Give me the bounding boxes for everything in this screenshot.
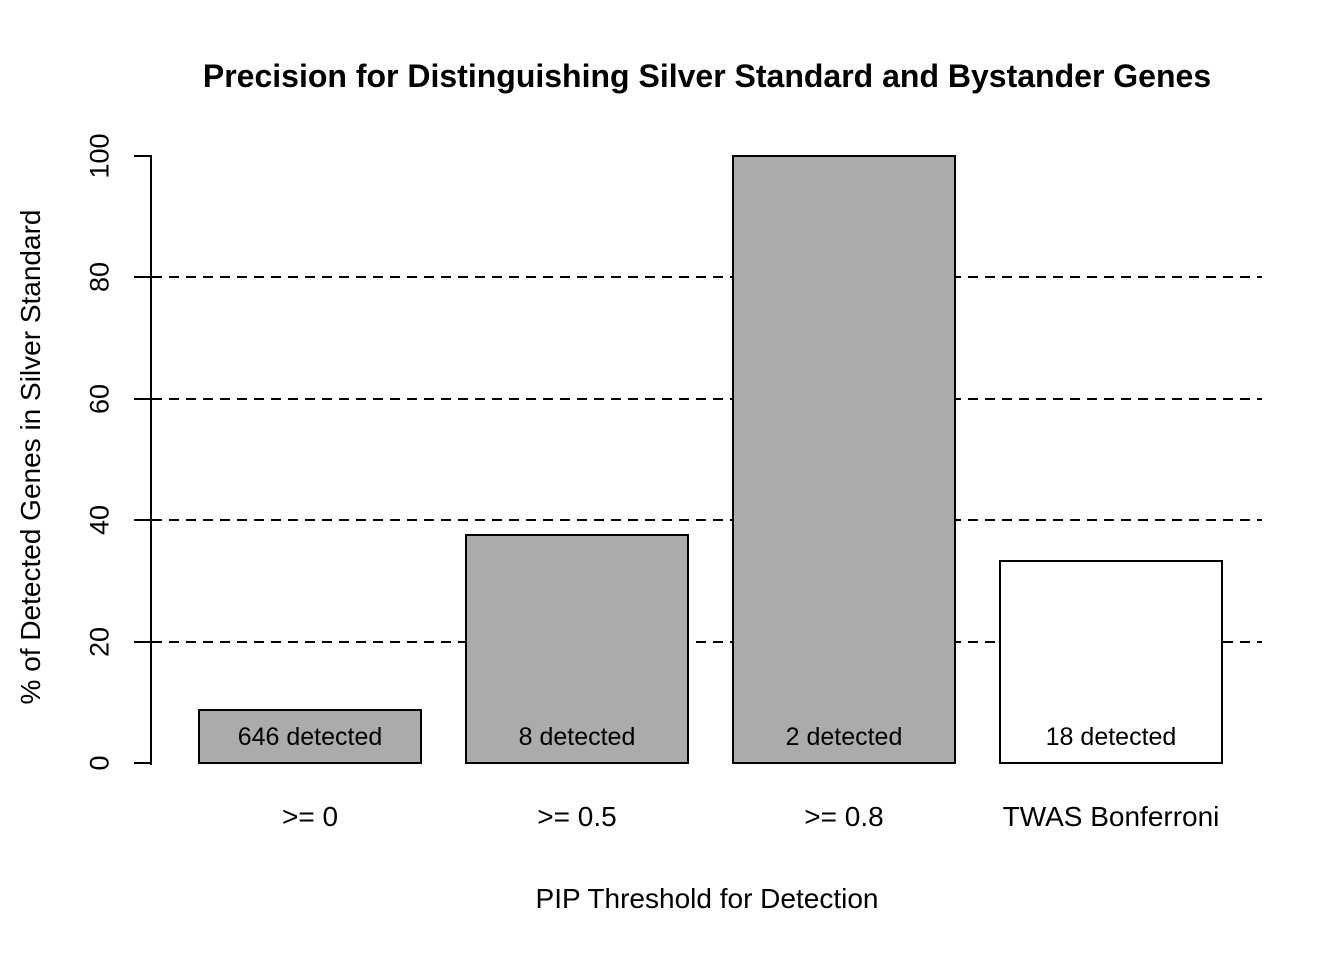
y-tick-mark-100 — [134, 155, 151, 157]
y-tick-mark-40 — [134, 519, 151, 522]
x-category-label-4: TWAS Bonferroni — [1002, 801, 1220, 832]
x-category-label-1: >= 0 — [281, 801, 339, 832]
gridline-80 — [152, 276, 1262, 279]
x-axis-label: PIP Threshold for Detection — [535, 883, 879, 914]
y-tick-label-40: 40 — [84, 505, 115, 536]
y-tick-label-20: 20 — [84, 626, 115, 657]
y-tick-label-0: 0 — [84, 755, 115, 771]
bar-value-label-4: 18 detected — [1045, 722, 1177, 751]
y-tick-mark-0 — [134, 762, 151, 764]
y-tick-mark-80 — [134, 276, 151, 279]
x-category-label-3: >= 0.8 — [804, 801, 884, 832]
x-category-label-2: >= 0.5 — [537, 801, 617, 832]
gridline-40 — [152, 519, 1262, 522]
y-tick-label-80: 80 — [84, 262, 115, 293]
gridline-20 — [152, 640, 1262, 643]
bar-4: 18 detected — [999, 559, 1223, 764]
bar-value-label-2: 8 detected — [518, 723, 636, 751]
bar-2: 8 detected — [465, 534, 689, 764]
bar-1: 646 detected — [198, 708, 422, 764]
chart-title: Precision for Distinguishing Silver Stan… — [202, 58, 1212, 94]
bar-3: 2 detected — [732, 155, 956, 764]
y-axis-line — [150, 155, 152, 765]
bar-value-label-3: 2 detected — [785, 723, 903, 751]
gridline-60 — [152, 397, 1262, 400]
y-tick-label-60: 60 — [84, 383, 115, 414]
y-tick-mark-60 — [134, 397, 151, 400]
y-tick-mark-20 — [134, 640, 151, 643]
bar-value-label-1: 646 detected — [237, 722, 383, 751]
y-tick-label-100: 100 — [84, 133, 115, 179]
